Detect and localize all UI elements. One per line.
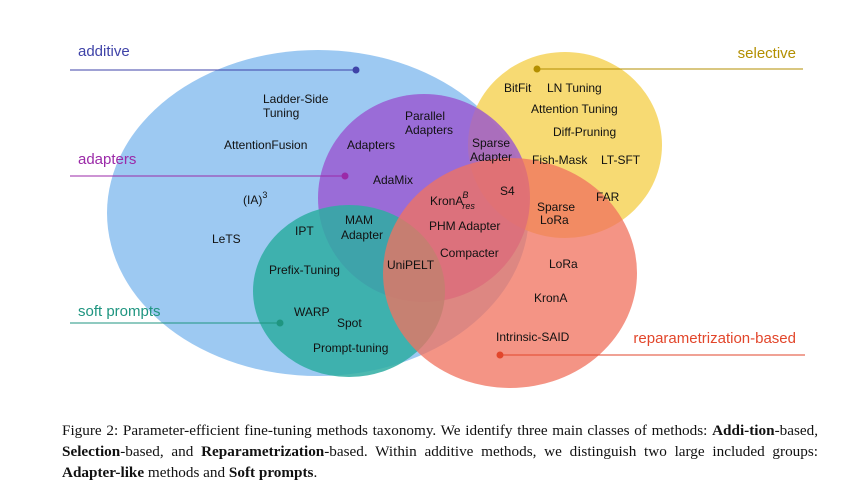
category-adapters: adapters: [78, 151, 136, 168]
method-krona: KronA: [534, 291, 567, 305]
method-unipelt: UniPELT: [387, 258, 435, 272]
method-compacter: Compacter: [440, 246, 499, 260]
taxonomy-diagram: additive selective adapters soft prompts…: [70, 43, 805, 388]
caption-selection: Selection: [62, 443, 121, 460]
method-sparse-lora-line1: Sparse: [537, 200, 575, 214]
method-prefix-tuning: Prefix-Tuning: [269, 263, 340, 277]
method-lt-sft: LT-SFT: [601, 153, 641, 167]
figure-caption: Figure 2: Parameter-efficient fine-tunin…: [62, 422, 818, 481]
category-soft-prompts: soft prompts: [78, 303, 161, 320]
leader-reparametrization: [496, 351, 805, 359]
method-ia3: (IA)3: [243, 190, 267, 207]
method-diff-pruning: Diff-Pruning: [553, 125, 616, 139]
leader-selective: [533, 65, 803, 73]
leader-additive: [70, 66, 360, 74]
method-warp: WARP: [294, 305, 330, 319]
caption-addition: Addi-tion: [712, 422, 775, 439]
method-lora: LoRa: [549, 257, 578, 271]
leader-adapters: [70, 172, 349, 180]
method-krona-res: KronAB res: [430, 190, 475, 211]
method-attention-fusion: AttentionFusion: [224, 138, 307, 152]
caption-reparametrization: Reparametrization: [201, 443, 325, 460]
category-additive: additive: [78, 43, 130, 60]
caption-soft-prompts: Soft prompts: [228, 464, 314, 481]
category-selective: selective: [738, 45, 796, 62]
method-intrinsic-said: Intrinsic-SAID: [496, 330, 570, 344]
method-adamix: AdaMix: [373, 173, 413, 187]
method-bitfit: BitFit: [504, 81, 532, 95]
method-lets: LeTS: [212, 232, 241, 246]
venn-diagram: additive selective adapters soft prompts…: [70, 43, 805, 388]
caption-adapter-like: Adapter-like: [62, 464, 145, 481]
method-attention-tuning: Attention Tuning: [531, 102, 618, 116]
method-mam-adapter-line2: Adapter: [341, 228, 383, 242]
method-far: FAR: [596, 190, 620, 204]
method-fish-mask: Fish-Mask: [532, 153, 588, 167]
method-sparse-adapter-line2: Adapter: [470, 150, 512, 164]
leader-soft-prompts: [70, 319, 284, 327]
method-parallel-adapters-line2: Adapters: [405, 123, 453, 137]
method-mam-adapter-line1: MAM: [345, 213, 373, 227]
method-ladder-side-tuning-line2: Tuning: [263, 106, 299, 120]
method-parallel-adapters-line1: Parallel: [405, 109, 445, 123]
method-sparse-adapter-line1: Sparse: [472, 136, 510, 150]
circle-reparametrization: [383, 158, 637, 388]
method-prompt-tuning: Prompt-tuning: [313, 341, 388, 355]
method-ladder-side-tuning-line1: Ladder-Side: [263, 92, 329, 106]
method-phm-adapter: PHM Adapter: [429, 219, 500, 233]
method-sparse-lora-line2: LoRa: [540, 213, 569, 227]
method-adapters: Adapters: [347, 138, 395, 152]
method-ipt: IPT: [295, 224, 314, 238]
method-spot: Spot: [337, 316, 362, 330]
method-s4: S4: [500, 184, 515, 198]
method-ln-tuning: LN Tuning: [547, 81, 602, 95]
category-reparametrization: reparametrization-based: [633, 330, 796, 347]
